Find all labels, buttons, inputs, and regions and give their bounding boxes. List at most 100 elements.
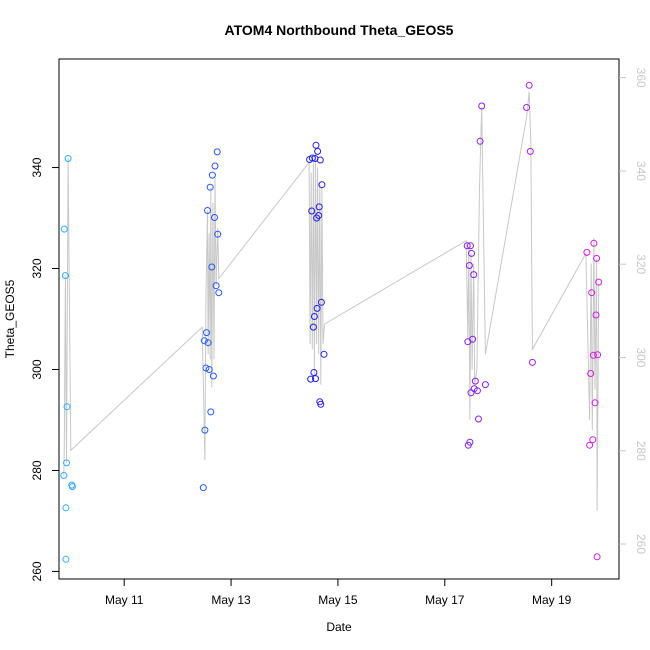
data-point (469, 335, 477, 343)
x-axis: May 11 May 13 May 15 May 17 May 19 (105, 579, 572, 607)
x-tick-label: May 19 (532, 593, 572, 607)
data-point (62, 555, 70, 563)
y-axis-left: 260 280 300 320 340 (30, 157, 59, 581)
data-point (212, 282, 220, 290)
data-point (316, 156, 324, 164)
data-point (203, 329, 210, 337)
chart-title: ATOM4 Northbound Theta_GEOS5 (225, 22, 454, 38)
data-point (63, 403, 71, 411)
data-point (312, 375, 319, 383)
data-point (317, 298, 325, 306)
x-tick-label: May 15 (318, 593, 358, 607)
data-point (204, 339, 212, 347)
y-right-tick-label: 300 (634, 347, 648, 367)
x-axis-label: Date (326, 620, 352, 634)
data-point (526, 147, 534, 155)
x-tick-label: May 11 (105, 593, 144, 607)
data-point (314, 147, 322, 155)
data-point (60, 225, 68, 233)
y-left-tick-label: 300 (30, 359, 44, 379)
y-left-tick-label: 340 (30, 157, 44, 177)
series-line-path (63, 91, 600, 511)
data-point (62, 504, 70, 512)
data-point (595, 278, 603, 286)
plot-frame (58, 58, 620, 580)
data-point (525, 81, 533, 89)
data-point (463, 242, 471, 250)
data-point (589, 436, 597, 444)
y-right-tick-label: 340 (634, 161, 648, 181)
data-point (215, 289, 223, 297)
y-right-tick-label: 320 (634, 254, 648, 274)
data-point (199, 484, 207, 492)
data-point (315, 212, 323, 219)
data-point (476, 137, 484, 145)
y-left-tick-label: 320 (30, 258, 44, 278)
y-right-tick-label: 260 (634, 534, 648, 554)
data-point (466, 438, 474, 446)
y-right-tick-label: 360 (634, 68, 648, 88)
data-point (313, 304, 321, 312)
data-point (590, 239, 598, 247)
data-point (320, 350, 328, 358)
data-point (214, 230, 222, 238)
data-point (317, 400, 325, 408)
data-point (208, 263, 216, 271)
data-point (465, 262, 473, 269)
y-axis-label: Theta_GEOS5 (3, 279, 17, 358)
data-point (470, 271, 478, 279)
data-point (468, 249, 475, 257)
data-point (200, 337, 208, 345)
data-point (588, 289, 596, 297)
data-point (592, 311, 600, 319)
data-point (467, 389, 475, 397)
data-point (473, 387, 481, 395)
x-tick-label: May 13 (211, 593, 251, 607)
data-point (593, 254, 601, 262)
data-point (211, 214, 218, 221)
data-point (201, 426, 209, 434)
data-point (61, 272, 69, 280)
data-point (528, 358, 536, 366)
data-point (467, 242, 474, 250)
data-point (202, 364, 210, 372)
data-point (204, 207, 211, 214)
data-point (206, 183, 214, 191)
data-point (208, 171, 216, 179)
data-point (593, 553, 601, 561)
data-point (481, 381, 489, 389)
data-point (64, 155, 72, 162)
data-point (308, 207, 316, 215)
data-point (205, 366, 213, 373)
data-point (60, 472, 68, 479)
y-left-tick-label: 260 (30, 561, 44, 581)
data-point (308, 154, 316, 162)
data-point (209, 372, 217, 380)
data-point (478, 102, 486, 110)
y-axis-right: 260 280 300 320 340 360 (619, 68, 648, 554)
data-point (594, 351, 602, 359)
data-point (471, 377, 479, 385)
data-point (523, 104, 531, 111)
data-point (211, 162, 219, 170)
data-point (586, 441, 594, 449)
data-point (583, 248, 591, 256)
data-point (475, 415, 482, 423)
data-point (589, 351, 597, 359)
y-right-tick-label: 280 (634, 441, 648, 461)
data-point (207, 408, 215, 416)
data-point (312, 141, 320, 149)
x-tick-label: May 17 (425, 593, 465, 607)
data-point (68, 483, 76, 491)
data-point (587, 370, 595, 377)
data-points (60, 81, 603, 563)
data-point (318, 181, 326, 189)
data-point (213, 148, 221, 156)
data-point (63, 459, 70, 467)
data-point (307, 375, 315, 383)
data-point (310, 313, 318, 320)
data-point (309, 323, 317, 331)
y-left-tick-label: 280 (30, 460, 44, 480)
data-point (591, 399, 599, 407)
